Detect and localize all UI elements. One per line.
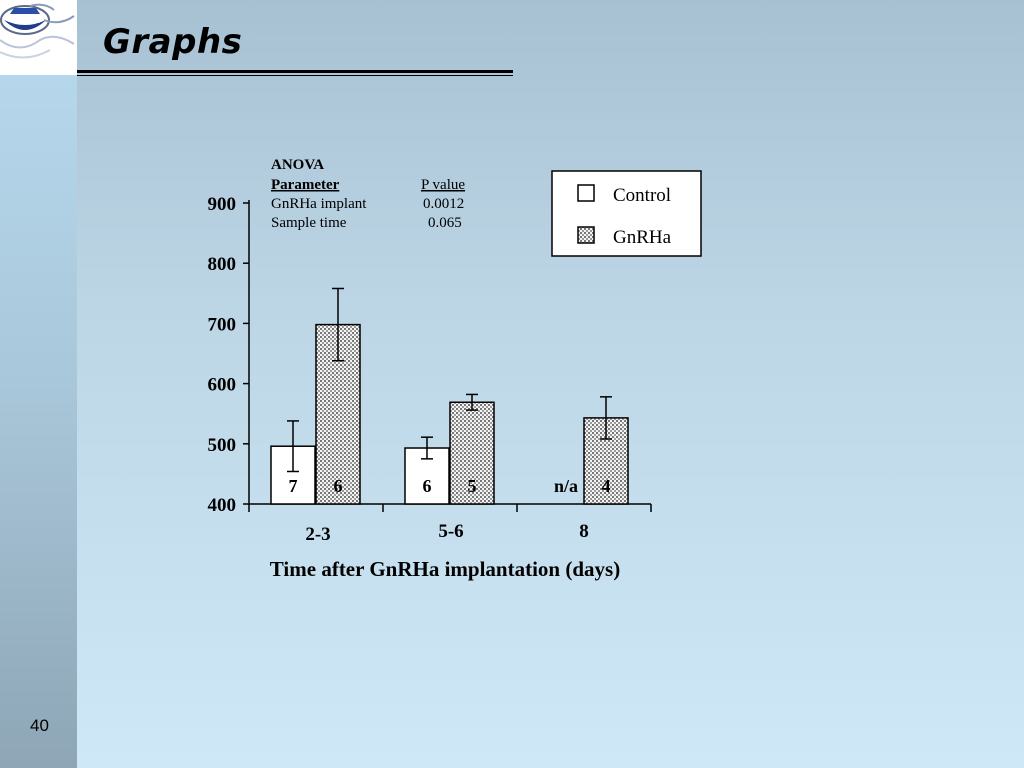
legend-box xyxy=(551,170,702,257)
anova-col-parameter: Parameter xyxy=(271,177,340,193)
anova-row-2-p: 0.065 xyxy=(428,215,462,231)
slide-title: Graphs xyxy=(103,22,243,62)
error-bar xyxy=(287,420,299,473)
title-rule xyxy=(77,70,513,73)
ship-logo-icon xyxy=(0,3,75,59)
n-label: n/a xyxy=(554,476,578,496)
y-tick-label: 900 xyxy=(208,194,237,215)
x-tick-label: 8 xyxy=(579,521,589,542)
anova-col-pvalue: P value xyxy=(421,177,465,193)
anova-row-1-parameter: GnRHa implant xyxy=(271,196,367,212)
title-rule-thin xyxy=(77,75,513,76)
error-bar xyxy=(421,436,433,460)
error-bar xyxy=(600,396,612,440)
n-label: 7 xyxy=(289,476,298,496)
anova-heading: ANOVA xyxy=(271,157,324,173)
n-label: 6 xyxy=(334,476,343,496)
y-tick-label: 800 xyxy=(208,254,237,275)
x-axis-title: Time after GnRHa implantation (days) xyxy=(270,557,620,581)
legend-swatch-control xyxy=(577,184,595,202)
anova-row-2-parameter: Sample time xyxy=(271,215,347,231)
n-label: 5 xyxy=(468,476,477,496)
y-tick-label: 600 xyxy=(208,375,237,396)
anova-row-1-p: 0.0012 xyxy=(423,196,464,212)
n-label: 4 xyxy=(602,476,611,496)
y-tick-label: 500 xyxy=(208,435,237,456)
error-bar xyxy=(466,393,478,411)
y-tick-label: 400 xyxy=(208,495,237,516)
n-label: 6 xyxy=(423,476,432,496)
y-tick-label: 700 xyxy=(208,314,237,335)
slide-sidebar xyxy=(0,0,77,768)
bar-gnrha-5-6 xyxy=(449,401,495,505)
legend-label-gnrha: GnRHa xyxy=(613,227,672,248)
legend-swatch-gnrha xyxy=(577,226,595,244)
x-tick-label: 2-3 xyxy=(305,524,330,545)
logo xyxy=(0,0,77,75)
legend-label-control: Control xyxy=(613,185,671,206)
page-number: 40 xyxy=(30,716,49,735)
x-tick-label: 5-6 xyxy=(438,521,463,542)
error-bar xyxy=(332,287,344,362)
